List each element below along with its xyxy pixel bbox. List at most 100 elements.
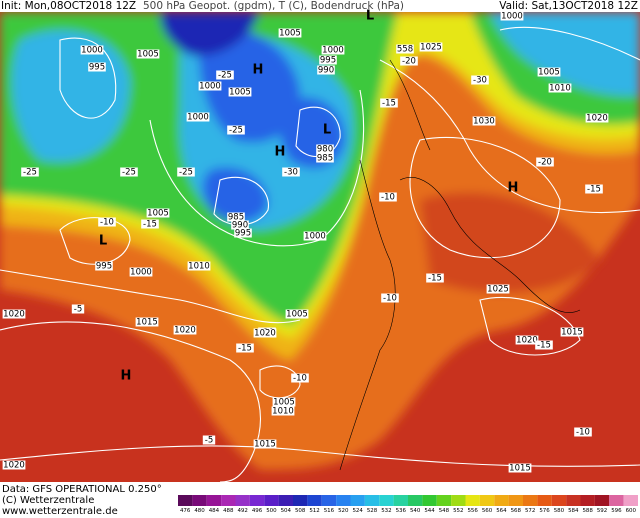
contour-label: 1005 [273,398,295,408]
contour-label: -5 [205,436,213,446]
contour-label: 990 [232,221,248,231]
colorbar-swatch [221,495,236,506]
contour-label: 1020 [174,326,196,336]
colorbar-label: 492 [237,508,248,514]
map [0,12,640,482]
label-box [536,157,554,167]
contour-label: 990 [318,66,334,76]
label-box [95,261,113,271]
label-box [278,28,302,38]
label-box [187,261,211,271]
label-box [231,220,249,230]
colorbar-label: 548 [439,508,450,514]
label-box [380,98,398,108]
label-box [21,167,39,177]
colorbar-label: 504 [281,508,292,514]
colorbar-label: 552 [453,508,464,514]
label-box [173,325,197,335]
colorbar-swatch [321,495,337,506]
colorbar-swatch [451,495,466,506]
label-box [136,49,160,59]
colorbar-label: 476 [180,508,191,514]
label-box [381,293,399,303]
label-box [560,327,584,337]
contour-label: 1020 [3,461,25,471]
colorbar-swatch [278,495,293,506]
label-box [317,65,335,75]
contour-label: -10 [383,294,397,304]
label-box [227,212,245,222]
contour-label: 1015 [254,440,276,450]
contour-label: 980 [317,145,333,155]
label-box [177,167,195,177]
colorbar-label: 584 [568,508,579,514]
contour-label: 985 [317,154,333,164]
colorbar-swatch [393,495,408,506]
colorbar-label: 524 [352,508,363,514]
valid-time: Valid: Sat,13OCT2018 12Z [499,0,638,12]
label-box [186,112,210,122]
contour-label: 1000 [81,46,103,56]
colorbar-label: 536 [396,508,407,514]
contour-label: 1005 [279,29,301,39]
contour-label: 1030 [473,117,495,127]
contour-label: 1020 [516,336,538,346]
colorbar-label: 544 [424,508,435,514]
contour-label: -15 [382,99,396,109]
colorbar-label: 580 [554,508,565,514]
colorbar-label: 556 [467,508,478,514]
colorbar-swatch [494,495,509,506]
label-box [321,45,345,55]
pressure-center: H [253,63,264,78]
label-box [88,62,106,72]
label-box [471,75,489,85]
contour-label: 1000 [187,113,209,123]
colorbar-label: 540 [410,508,421,514]
colorbar-swatch [379,495,394,506]
label-box [472,116,496,126]
colorbar-swatch [508,495,523,506]
url: www.wetterzentrale.de [2,506,118,514]
contour-label: 1020 [3,310,25,320]
colorbar-swatch [249,495,265,506]
colorbar-swatch [623,495,638,506]
colorbar-swatch [307,495,322,506]
contour-label: 995 [235,229,251,239]
label-box [548,83,572,93]
colorbar-label: 480 [194,508,205,514]
contour-label: 1005 [538,68,560,78]
contour-label: 1005 [229,88,251,98]
init-time: Init: Mon,08OCT2018 12Z [1,0,136,12]
contour-label: 1000 [130,268,152,278]
data-source: Data: GFS OPERATIONAL 0.250° [2,484,162,495]
contour-label: 1000 [199,82,221,92]
colorbar-swatch [580,495,595,506]
contour-label: 1005 [147,209,169,219]
contour-label: -10 [100,218,114,228]
contour-label: 1005 [286,310,308,320]
contour-label: -30 [473,76,487,86]
label-box [316,144,334,154]
colorbar-swatch [422,495,437,506]
label-box [227,125,245,135]
colorbar-label: 600 [626,508,637,514]
contour-label: 1020 [254,329,276,339]
label-box [486,284,510,294]
label-box [272,397,296,407]
label-box [146,208,170,218]
label-box [574,427,592,437]
label-box [236,343,254,353]
contour-label: -25 [23,168,37,178]
colorbar-swatch [479,495,495,506]
contour-label: 1015 [136,318,158,328]
colorbar-swatch [206,495,222,506]
colorbar-swatch [436,495,452,506]
colorbar-label: 488 [223,508,234,514]
contour-label: -15 [428,274,442,284]
label-box [319,55,337,65]
label-box [228,87,252,97]
colorbar-label: 592 [597,508,608,514]
contour-label: -20 [402,57,416,67]
contour-label: 1020 [586,114,608,124]
